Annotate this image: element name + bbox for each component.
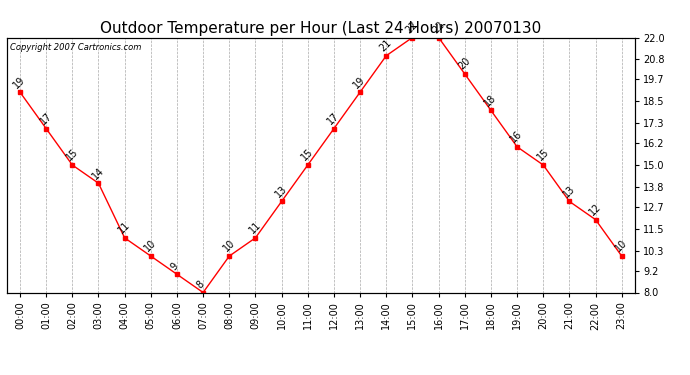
Text: 15: 15 bbox=[299, 147, 315, 163]
Text: 9: 9 bbox=[168, 261, 180, 272]
Text: 16: 16 bbox=[509, 129, 524, 145]
Text: 8: 8 bbox=[195, 279, 206, 290]
Text: 22: 22 bbox=[431, 20, 446, 35]
Text: 22: 22 bbox=[404, 20, 420, 35]
Text: 13: 13 bbox=[273, 183, 289, 199]
Text: 11: 11 bbox=[247, 220, 263, 236]
Text: 11: 11 bbox=[117, 220, 132, 236]
Text: 15: 15 bbox=[64, 147, 80, 163]
Text: 19: 19 bbox=[352, 74, 368, 90]
Text: 18: 18 bbox=[482, 93, 498, 108]
Text: 10: 10 bbox=[142, 238, 158, 254]
Text: 12: 12 bbox=[587, 202, 603, 217]
Text: 14: 14 bbox=[90, 165, 106, 181]
Text: 21: 21 bbox=[378, 38, 394, 54]
Text: 13: 13 bbox=[561, 183, 577, 199]
Text: 20: 20 bbox=[456, 56, 472, 72]
Text: 19: 19 bbox=[12, 74, 28, 90]
Text: 15: 15 bbox=[535, 147, 551, 163]
Text: 17: 17 bbox=[38, 111, 54, 126]
Text: Copyright 2007 Cartronics.com: Copyright 2007 Cartronics.com bbox=[10, 43, 141, 52]
Text: 10: 10 bbox=[613, 238, 629, 254]
Title: Outdoor Temperature per Hour (Last 24 Hours) 20070130: Outdoor Temperature per Hour (Last 24 Ho… bbox=[100, 21, 542, 36]
Text: 10: 10 bbox=[221, 238, 237, 254]
Text: 17: 17 bbox=[326, 111, 342, 126]
